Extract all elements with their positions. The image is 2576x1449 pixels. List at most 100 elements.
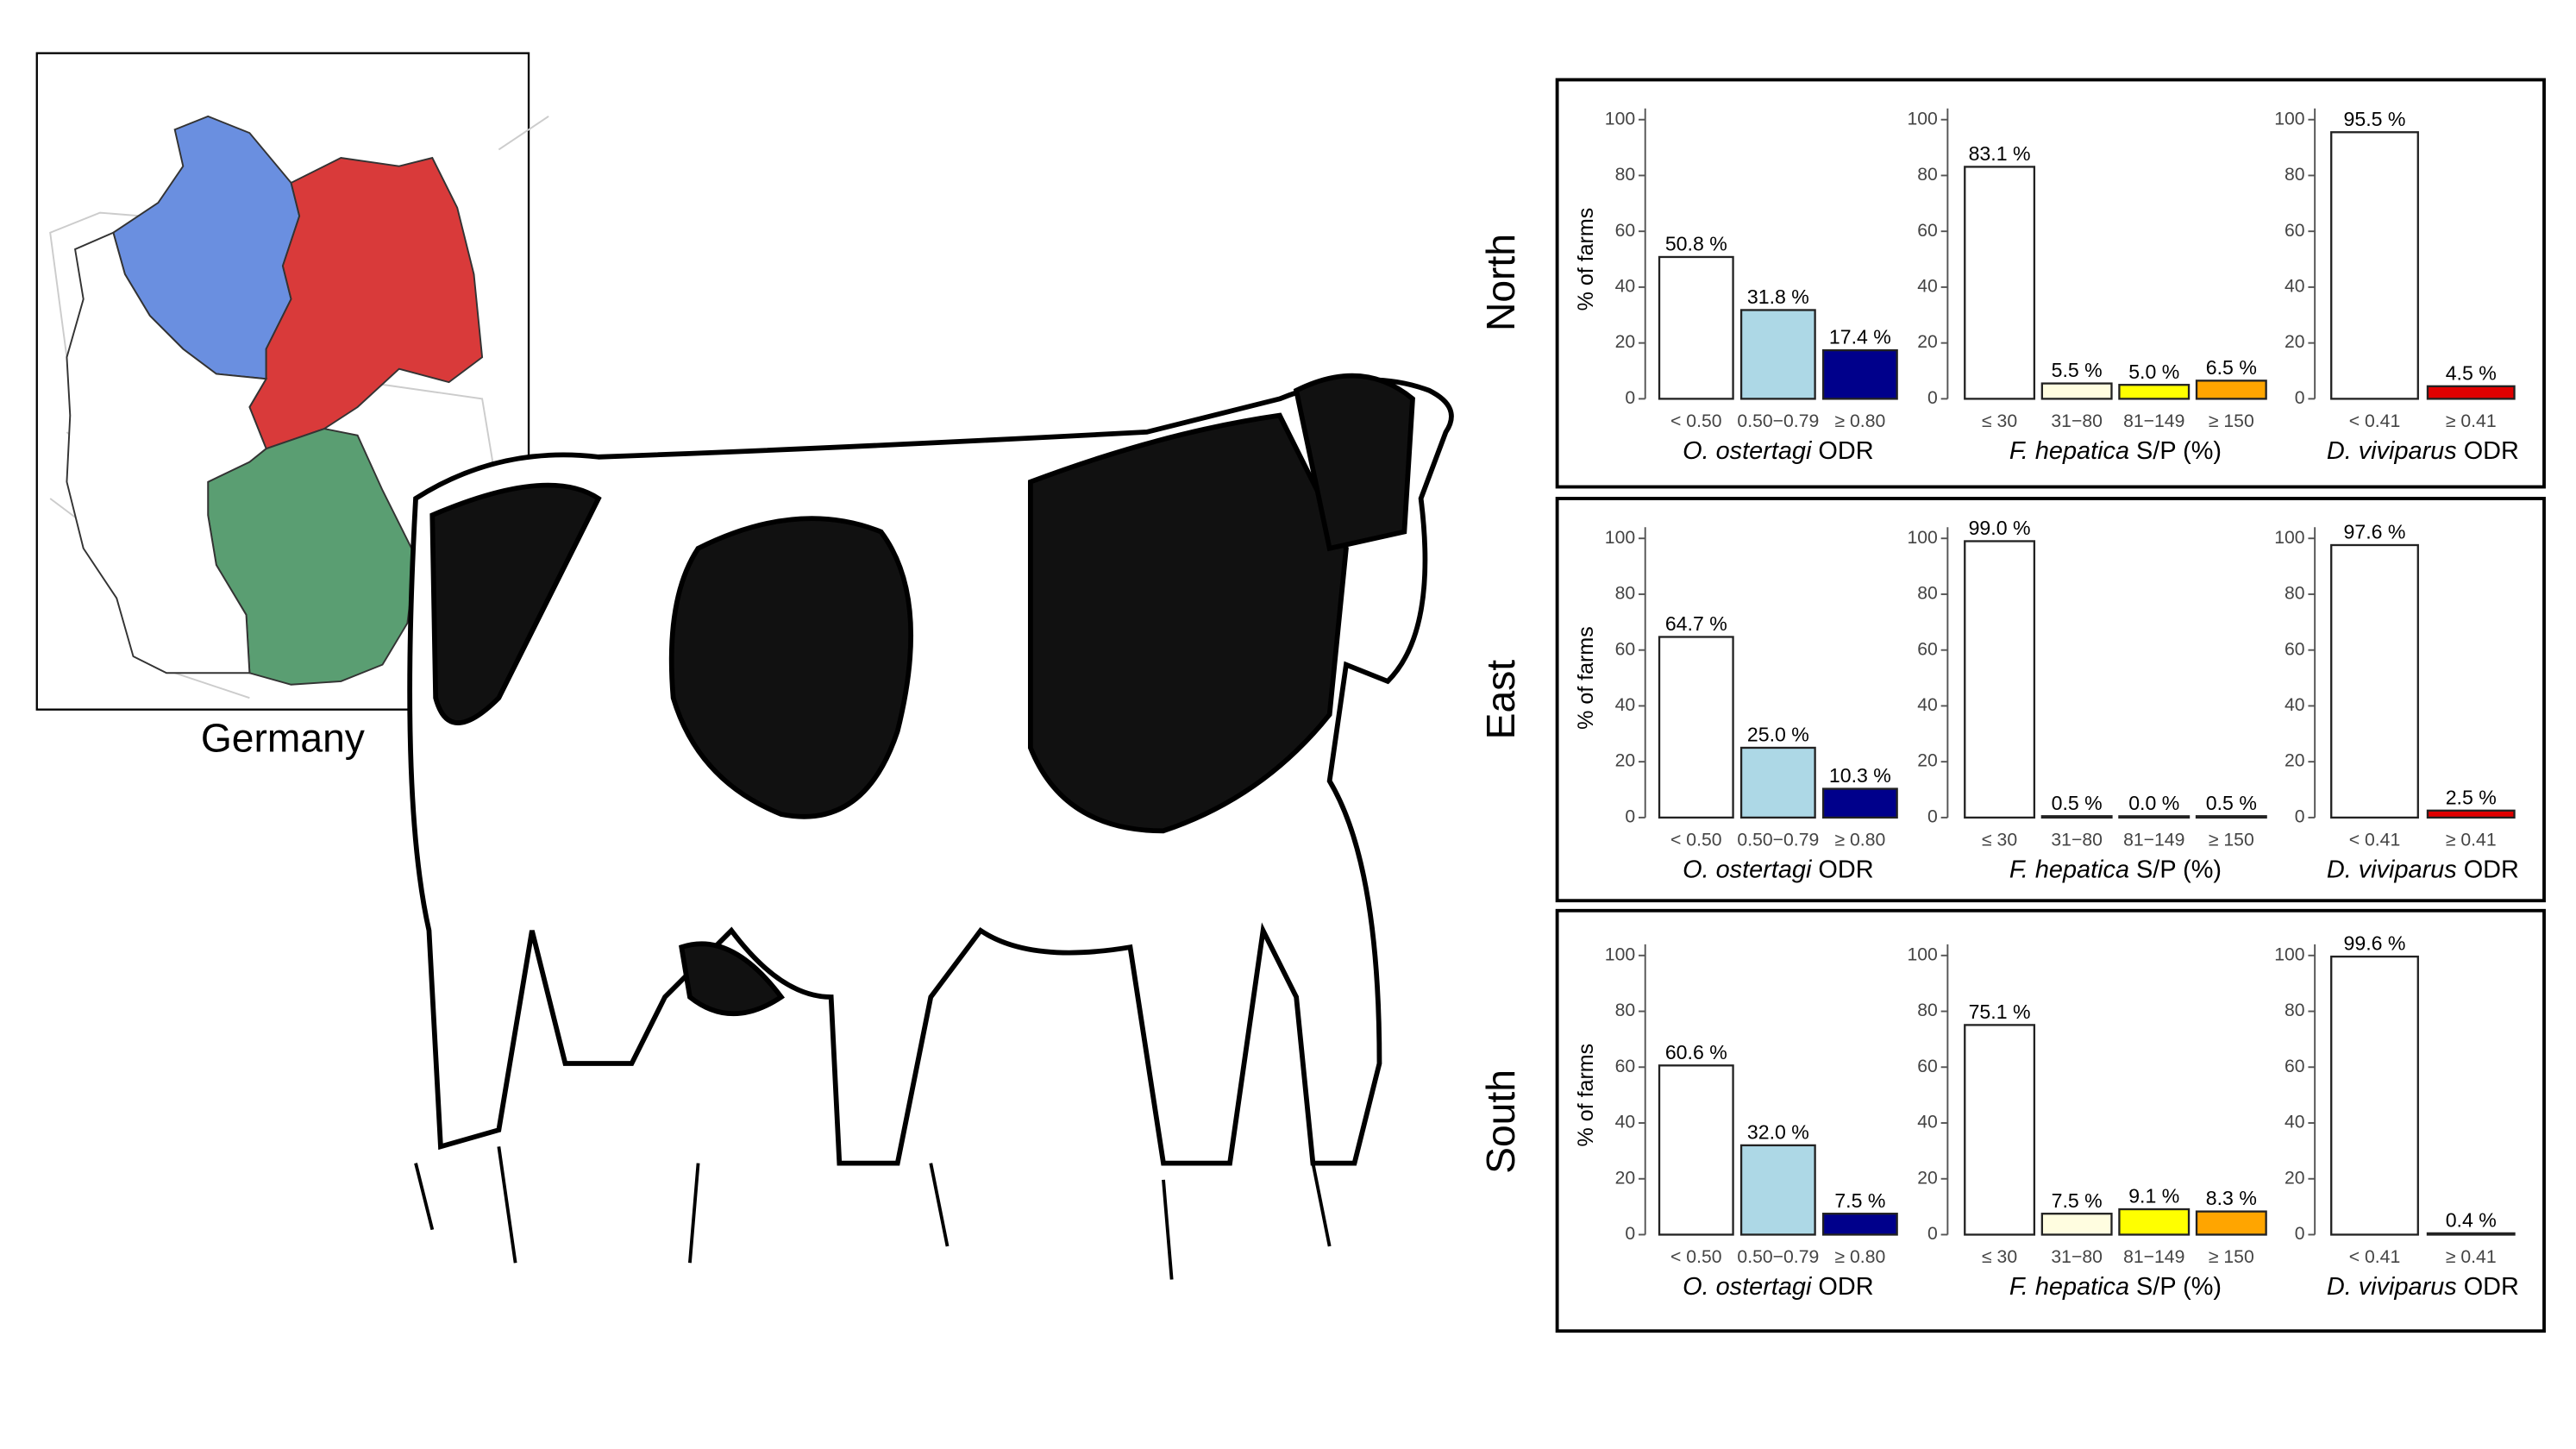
y-tick-label: 40: [1615, 695, 1636, 715]
value-label: 5.0 %: [2128, 361, 2179, 383]
bar: [2195, 815, 2267, 819]
x-axis-label-part: S/P (%): [2129, 1273, 2222, 1301]
y-tick-label: 20: [1917, 332, 1938, 352]
y-tick-label: 80: [1615, 584, 1636, 604]
bar: [2040, 815, 2113, 819]
bar: [2040, 382, 2113, 400]
y-tick-label: 100: [2274, 109, 2304, 129]
value-label: 64.7 %: [1665, 612, 1727, 635]
map-label: Germany: [201, 715, 366, 760]
y-tick-label: 0: [2295, 1224, 2305, 1244]
bar: [1964, 1024, 2036, 1236]
x-axis-label-part: O. ostertagi: [1683, 856, 1813, 883]
x-tick-label: ≤ 30: [1982, 411, 2017, 431]
region-label: South: [1478, 1070, 1523, 1174]
x-tick-label: ≥ 0.41: [2446, 1247, 2497, 1267]
y-tick-label: 20: [1615, 751, 1636, 771]
y-tick-label: 40: [2285, 277, 2305, 297]
y-tick-label: 80: [1615, 1000, 1636, 1020]
y-tick-label: 100: [1907, 944, 1937, 964]
bar-chart: 0 20 40 60 80 100 97.6 % < 0.41 2.5 % ≥ 0.41 D. vi…: [2274, 521, 2519, 884]
bar: [1821, 1213, 1898, 1236]
x-axis-label-part: D. viviparus: [2327, 437, 2457, 465]
x-tick-label: < 0.41: [2349, 1247, 2401, 1267]
value-label: 0.4 %: [2446, 1209, 2497, 1232]
x-axis-label: O. ostertagi ODR: [1683, 1273, 1873, 1301]
x-tick-label: 31−80: [2051, 411, 2103, 431]
y-tick-label: 20: [1917, 751, 1938, 771]
bar: [1821, 787, 1898, 819]
y-tick-label: 60: [1615, 221, 1636, 241]
y-tick-label: 20: [1615, 1168, 1636, 1188]
y-tick-label: 100: [2274, 528, 2304, 548]
y-tick-label: 40: [1917, 695, 1938, 715]
y-tick-label: 80: [2285, 584, 2305, 604]
value-label: 17.4 %: [1829, 326, 1891, 348]
x-axis-label-part: ODR: [2457, 856, 2519, 883]
bar: [2330, 543, 2419, 819]
y-tick-label: 40: [1615, 277, 1636, 297]
bar-chart: 0 20 40 60 80 100 95.5 % < 0.41 4.5 % ≥ 0.41 D. vi…: [2274, 108, 2519, 465]
value-label: 6.5 %: [2206, 356, 2257, 379]
y-tick-label: 80: [1615, 165, 1636, 185]
y-tick-label: 0: [1625, 388, 1635, 408]
y-axis-label: % of farms: [1574, 1044, 1598, 1147]
x-tick-label: 81−149: [2123, 1247, 2184, 1267]
value-label: 99.6 %: [2344, 932, 2406, 955]
bar-chart: 0 20 40 60 80 100 99.0 % ≤ 30 0.5 % 31−80 0.0 % 81−…: [1907, 517, 2267, 883]
bar: [1821, 348, 1898, 400]
x-axis-label-part: ODR: [2457, 437, 2519, 465]
x-axis-label-part: F. hepatica: [2009, 437, 2129, 465]
value-label: 25.0 %: [1747, 724, 1809, 746]
y-tick-label: 60: [1917, 221, 1938, 241]
y-tick-label: 0: [1625, 1224, 1635, 1244]
bar: [2195, 1210, 2267, 1236]
x-tick-label: < 0.50: [1670, 411, 1721, 431]
x-tick-label: ≤ 30: [1982, 1247, 2017, 1267]
x-tick-label: 0.50−0.79: [1737, 1247, 1819, 1267]
map: Germany: [35, 52, 549, 760]
x-tick-label: ≥ 0.80: [1835, 411, 1886, 431]
bar: [2426, 1232, 2516, 1236]
value-label: 0.5 %: [2206, 792, 2257, 814]
y-tick-label: 20: [1917, 1168, 1938, 1188]
x-tick-label: 0.50−0.79: [1737, 830, 1819, 850]
value-label: 60.6 %: [1665, 1041, 1727, 1063]
x-tick-label: ≥ 0.41: [2446, 411, 2497, 431]
y-tick-label: 60: [1917, 639, 1938, 659]
x-axis-label: F. hepatica S/P (%): [2009, 437, 2222, 465]
y-tick-label: 80: [2285, 165, 2305, 185]
value-label: 99.0 %: [1969, 517, 2031, 539]
bar: [1964, 166, 2036, 400]
x-axis-label: F. hepatica S/P (%): [2009, 856, 2222, 883]
x-axis-label: D. viviparus ODR: [2327, 437, 2519, 465]
value-label: 32.0 %: [1747, 1121, 1809, 1144]
x-tick-label: ≥ 0.80: [1835, 1247, 1886, 1267]
y-tick-label: 20: [2285, 751, 2305, 771]
x-tick-label: ≥ 0.41: [2446, 830, 2497, 850]
value-label: 2.5 %: [2446, 786, 2497, 808]
value-label: 83.1 %: [1969, 142, 2031, 165]
y-tick-label: 60: [1917, 1057, 1938, 1076]
bar: [1739, 746, 1816, 819]
x-tick-label: ≥ 0.80: [1835, 830, 1886, 850]
y-tick-label: 0: [2295, 388, 2305, 408]
x-axis-label-part: O. ostertagi: [1683, 1273, 1813, 1301]
region-label: North: [1478, 234, 1523, 331]
y-tick-label: 60: [2285, 221, 2305, 241]
x-tick-label: ≥ 150: [2209, 830, 2254, 850]
bar-chart: 0 20 40 60 80 100 % of farms 50.8 % < 0.50 31.8 %…: [1574, 108, 1898, 465]
y-tick-label: 40: [1917, 277, 1938, 297]
x-axis-label-part: F. hepatica: [2009, 1273, 2129, 1301]
x-axis-label: O. ostertagi ODR: [1683, 437, 1873, 465]
value-label: 97.6 %: [2344, 521, 2406, 543]
y-tick-label: 40: [1615, 1113, 1636, 1132]
x-axis-label-part: ODR: [1811, 856, 1873, 883]
x-tick-label: < 0.50: [1670, 1247, 1721, 1267]
x-axis-label-part: ODR: [2457, 1273, 2519, 1301]
y-tick-label: 60: [2285, 1057, 2305, 1076]
bar: [1739, 309, 1816, 400]
y-tick-label: 100: [1605, 944, 1635, 964]
y-tick-label: 20: [1615, 332, 1636, 352]
